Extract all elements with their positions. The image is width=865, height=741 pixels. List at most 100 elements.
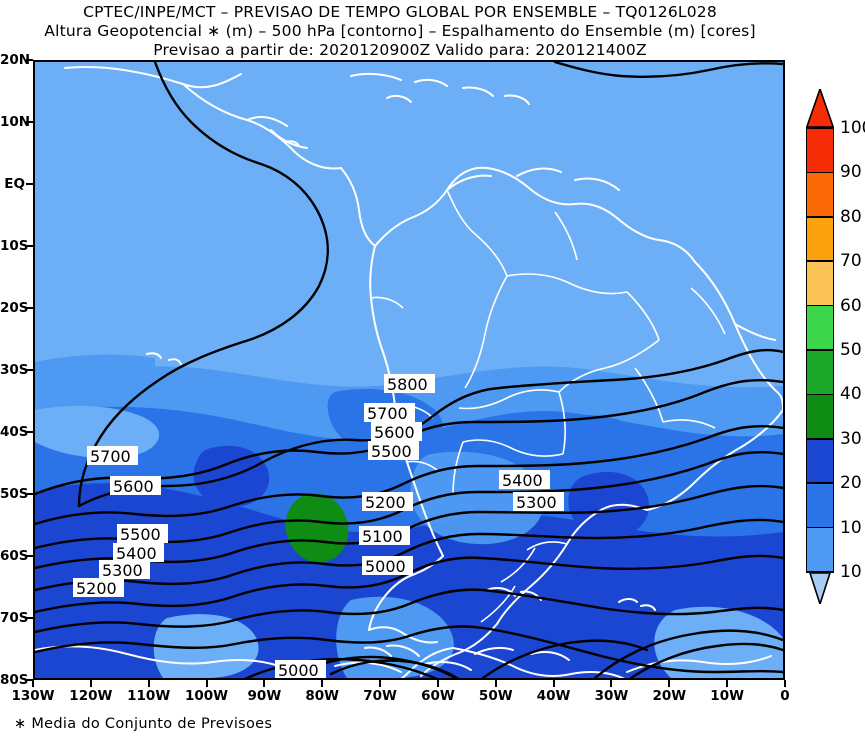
contour-label-layer: 5800 5700 5600 5500 5700 5600 5500 5400 … xyxy=(73,374,564,678)
contour-5100 xyxy=(35,588,783,634)
colorbar-separator xyxy=(806,571,834,573)
x-tick-label: 100W xyxy=(184,688,229,704)
x-tick-label: 40W xyxy=(536,688,571,704)
colorbar-band xyxy=(806,438,834,484)
x-tick-label: 110W xyxy=(127,688,171,704)
colorbar: 100 90 80 70 60 50 40 30 20 10 10 xyxy=(806,89,865,604)
colorbar-separator xyxy=(806,438,834,440)
x-tick-label: 60W xyxy=(421,688,455,704)
spread-max-patch xyxy=(285,493,349,563)
svg-text:5400: 5400 xyxy=(116,544,157,563)
x-tick-mark xyxy=(610,680,613,687)
colorbar-band xyxy=(806,394,834,439)
svg-text:5400: 5400 xyxy=(502,471,543,490)
colorbar-tick-label: 50 xyxy=(840,339,862,360)
svg-text:5800: 5800 xyxy=(387,375,428,394)
colorbar-arrow-top xyxy=(806,89,834,128)
contour-5300 xyxy=(35,518,783,592)
colorbar-separator xyxy=(806,393,834,396)
x-tick-label: 50W xyxy=(478,688,513,704)
y-tick-mark xyxy=(26,431,33,433)
colorbar-separator xyxy=(806,482,834,484)
fill-band-30-40 xyxy=(620,559,707,624)
y-tick-mark xyxy=(26,617,33,619)
y-tick-label: 70S xyxy=(0,610,29,626)
y-tick-label: 80S xyxy=(0,672,29,688)
svg-text:5000: 5000 xyxy=(278,661,319,678)
x-tick-label: 120W xyxy=(69,688,113,704)
y-tick-mark xyxy=(26,121,33,123)
contour-label: 5000 xyxy=(275,660,326,678)
x-tick-label: 130W xyxy=(11,688,55,704)
y-tick-label: EQ xyxy=(4,176,25,192)
y-tick-mark xyxy=(26,555,33,557)
x-tick-mark xyxy=(89,680,92,687)
contour-label: 5800 xyxy=(384,374,435,394)
colorbar-tick-label: 20 xyxy=(840,472,862,493)
forecast-validity: Previsao a partir de: 2020120900Z Valido… xyxy=(153,41,647,59)
colorbar-separator xyxy=(806,216,834,218)
contour-label: 5400 xyxy=(499,470,550,490)
contour-label: 5300 xyxy=(99,560,150,580)
colorbar-tick-label: 90 xyxy=(840,162,862,183)
colorbar-tick-label: 60 xyxy=(840,295,862,316)
x-tick-mark xyxy=(668,680,671,687)
contour-label: 5600 xyxy=(371,422,422,442)
colorbar-separator xyxy=(806,127,834,129)
y-tick-label: 20N xyxy=(0,52,31,68)
colorbar-separator xyxy=(806,349,834,351)
svg-text:5600: 5600 xyxy=(113,477,154,496)
colorbar-tick-label: 10 xyxy=(840,517,862,538)
fill-band-10-20 xyxy=(35,405,160,459)
x-tick-mark xyxy=(205,680,208,687)
colorbar-band xyxy=(806,216,834,262)
contour-5600 xyxy=(35,424,783,526)
svg-text:5100: 5100 xyxy=(362,527,403,546)
y-tick-mark xyxy=(26,369,33,371)
colorbar-tick-label: 100 xyxy=(840,117,865,138)
contour-5800 xyxy=(77,348,783,508)
map-clip: 5800 5700 5600 5500 5700 5600 5500 5400 … xyxy=(35,62,783,678)
x-tick-mark xyxy=(147,680,150,687)
map-canvas: 5800 5700 5600 5500 5700 5600 5500 5400 … xyxy=(35,62,783,678)
svg-text:5300: 5300 xyxy=(102,561,143,580)
x-tick-mark xyxy=(552,680,555,687)
contour-label: 5100 xyxy=(359,526,410,546)
y-tick-mark xyxy=(26,679,33,681)
colorbar-band xyxy=(806,350,834,395)
x-tick-label: 20W xyxy=(652,688,687,704)
y-tick-label: 60S xyxy=(0,548,29,564)
y-tick-mark xyxy=(26,307,33,309)
contour-5000 xyxy=(35,625,783,674)
page-title: CPTEC/INPE/MCT – PREVISAO DE TEMPO GLOBA… xyxy=(83,3,717,21)
colorbar-band xyxy=(806,261,834,306)
colorbar-tick-label: 30 xyxy=(840,428,862,449)
svg-text:5000: 5000 xyxy=(365,557,406,576)
y-tick-label: 10S xyxy=(0,238,29,254)
contour-label: 5500 xyxy=(117,524,168,544)
colorbar-tick-label: 70 xyxy=(840,250,862,271)
svg-text:5700: 5700 xyxy=(90,447,131,466)
colorbar-separator xyxy=(806,260,834,262)
fill-band-10-20 xyxy=(35,354,155,392)
colorbar-tick-label: 80 xyxy=(840,206,862,227)
y-tick-label: 40S xyxy=(0,424,29,440)
colorbar-tick-label: 40 xyxy=(840,384,862,405)
contour-label: 5600 xyxy=(110,476,161,496)
x-tick-mark xyxy=(726,680,729,687)
colorbar-separator xyxy=(806,304,834,307)
colorbar-separator xyxy=(806,526,834,529)
fill-band-10-20 xyxy=(153,614,259,678)
contour-label: 5400 xyxy=(113,543,164,563)
colorbar-band xyxy=(806,483,834,528)
map-plot-area: 5800 5700 5600 5500 5700 5600 5500 5400 … xyxy=(33,60,785,680)
border-layer xyxy=(370,189,726,623)
contour-label: 5700 xyxy=(87,446,138,466)
svg-text:5500: 5500 xyxy=(120,525,161,544)
x-tick-label: 80W xyxy=(305,688,340,704)
y-tick-mark xyxy=(26,493,33,495)
x-tick-label: 10W xyxy=(710,688,744,704)
svg-text:5200: 5200 xyxy=(76,579,117,598)
colorbar-band xyxy=(806,527,834,572)
x-tick-mark xyxy=(784,680,786,687)
